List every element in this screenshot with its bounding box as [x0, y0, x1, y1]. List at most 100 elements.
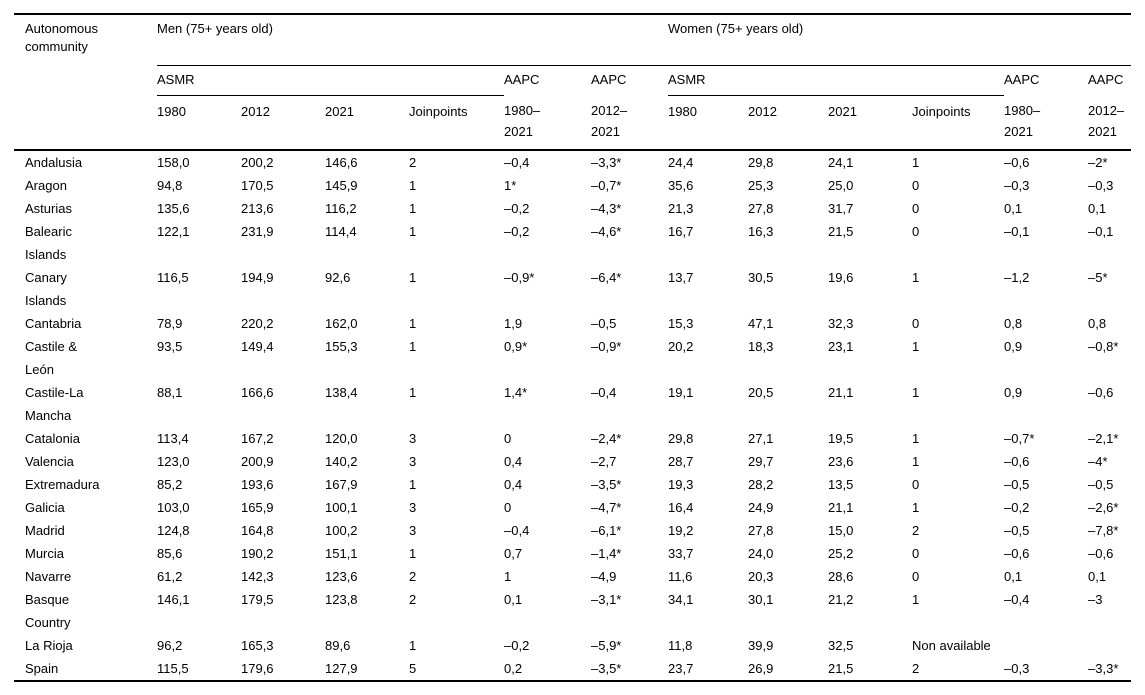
- value-cell: 16,4: [668, 500, 694, 515]
- value-cell: 0: [912, 201, 920, 216]
- value-cell: –2,6*: [1088, 500, 1119, 515]
- community-cell: Asturias: [25, 201, 72, 216]
- value-cell: 165,9: [241, 500, 274, 515]
- value-cell: 0,8: [1088, 316, 1107, 331]
- row-header-autonomous-community: Autonomous community: [14, 14, 157, 151]
- value-cell: 19,3: [668, 477, 694, 492]
- value-cell: 24,1: [828, 155, 854, 170]
- value-cell: 1: [912, 592, 920, 607]
- value-cell: 220,2: [241, 316, 274, 331]
- value-cell: 23,6: [828, 454, 854, 469]
- value-cell: –2*: [1088, 155, 1108, 170]
- value-cell: 24,9: [748, 500, 774, 515]
- table-row: Spain 115,5 179,6 127,9 5 0,2 –3,5* 23,7 26,9 21,…: [14, 657, 1131, 681]
- value-cell: –4,3*: [591, 201, 622, 216]
- men-group-header: Men (75+ years old): [157, 14, 669, 66]
- value-cell: –0,6: [1004, 546, 1030, 561]
- value-cell: 0,9: [1004, 385, 1023, 400]
- value-cell: –0,6: [1088, 385, 1114, 400]
- value-cell: 0: [912, 316, 920, 331]
- value-cell: 94,8: [157, 178, 183, 193]
- table-row: Andalusia 158,0 200,2 146,6 2 –0,4 –3,3* 24,4 29…: [14, 150, 1131, 174]
- value-cell: 11,6: [668, 569, 693, 584]
- value-cell: 0,8: [1004, 316, 1023, 331]
- community-cell: Castile-La Mancha: [25, 385, 84, 423]
- value-cell: –3,5*: [591, 477, 622, 492]
- value-cell: 20,5: [748, 385, 774, 400]
- value-cell: 39,9: [748, 638, 774, 653]
- value-cell: 127,9: [325, 661, 358, 676]
- table-row: Extremadura 85,2 193,6 167,9 1 0,4 –3,5* 19,3 28…: [14, 473, 1131, 496]
- community-cell: Basque Country: [25, 592, 71, 630]
- value-cell: 96,2: [157, 638, 183, 653]
- subheader-row: ASMR AAPC AAPC ASMR AAPC AAPC: [14, 65, 1131, 96]
- value-cell: 2: [409, 569, 417, 584]
- value-cell: –4,9: [591, 569, 617, 584]
- value-cell: –2,4*: [591, 431, 622, 446]
- value-cell: 78,9: [157, 316, 183, 331]
- value-cell: –0,2: [504, 224, 530, 239]
- community-cell: Aragon: [25, 178, 67, 193]
- value-cell: 2: [409, 155, 417, 170]
- value-cell: 16,7: [668, 224, 694, 239]
- value-cell: –0,7*: [1004, 431, 1035, 446]
- value-cell: 30,1: [748, 592, 774, 607]
- value-cell: –6,1*: [591, 523, 622, 538]
- value-cell: 200,2: [241, 155, 274, 170]
- value-cell: 194,9: [241, 270, 274, 285]
- value-cell: 0,7: [504, 546, 523, 561]
- value-cell: 21,1: [828, 385, 854, 400]
- value-cell: 27,8: [748, 201, 774, 216]
- value-cell: 15,3: [668, 316, 694, 331]
- women-asmr-header: ASMR: [668, 65, 1005, 96]
- asmr-aapc-table: Autonomous community Men (75+ years old)…: [14, 13, 1132, 682]
- value-cell: 33,7: [668, 546, 694, 561]
- value-cell: 122,1: [157, 224, 190, 239]
- value-cell: 138,4: [325, 385, 358, 400]
- value-cell: –0,9*: [591, 339, 622, 354]
- community-cell: Balearic Islands: [25, 224, 72, 262]
- value-cell: –0,2: [1004, 500, 1030, 515]
- non-available-cell: Non available: [912, 638, 991, 653]
- value-cell: 193,6: [241, 477, 274, 492]
- value-cell: 170,5: [241, 178, 274, 193]
- value-cell: 28,7: [668, 454, 694, 469]
- value-cell: 19,1: [668, 385, 694, 400]
- table-row: Balearic Islands 122,1 231,9 114,4 1 –0,2 –4,6…: [14, 220, 1131, 266]
- value-cell: –0,4: [504, 155, 530, 170]
- group-header-row: Autonomous community Men (75+ years old)…: [14, 14, 1132, 151]
- value-cell: 29,7: [748, 454, 774, 469]
- value-cell: –3,3*: [1088, 661, 1119, 676]
- value-cell: 149,4: [241, 339, 274, 354]
- value-cell: 213,6: [241, 201, 274, 216]
- value-cell: –4,7*: [591, 500, 622, 515]
- men-col-2021: 2021: [325, 95, 409, 151]
- value-cell: 35,6: [668, 178, 694, 193]
- value-cell: 1: [409, 201, 417, 216]
- women-group-header: Women (75+ years old): [668, 14, 1132, 66]
- value-cell: 26,9: [748, 661, 774, 676]
- value-cell: 142,3: [241, 569, 274, 584]
- value-cell: –0,5: [591, 316, 617, 331]
- value-cell: 28,2: [748, 477, 774, 492]
- women-col-joinpoints: Joinpoints: [912, 95, 1005, 151]
- table-row: Valencia 123,0 200,9 140,2 3 0,4 –2,7 28,7 29,7 2…: [14, 450, 1131, 473]
- value-cell: –4,6*: [591, 224, 622, 239]
- value-cell: 123,6: [325, 569, 358, 584]
- community-cell: Extremadura: [25, 477, 100, 492]
- value-cell: 92,6: [325, 270, 351, 285]
- value-cell: 89,6: [325, 638, 351, 653]
- value-cell: 0,9: [1004, 339, 1023, 354]
- table-row: Aragon 94,8 170,5 145,9 1 1* –0,7* 35,6 25,3 25,0…: [14, 174, 1131, 197]
- value-cell: 25,0: [828, 178, 854, 193]
- value-cell: 0: [504, 431, 512, 446]
- value-cell: 113,4: [157, 431, 189, 446]
- value-cell: –3: [1088, 592, 1103, 607]
- men-col-1980: 1980: [157, 95, 241, 151]
- women-col-1980: 1980: [668, 95, 749, 151]
- value-cell: 190,2: [241, 546, 274, 561]
- community-cell: Cantabria: [25, 316, 82, 331]
- table-row: Cantabria 78,9 220,2 162,0 1 1,9 –0,5 15,3 47,1 3…: [14, 312, 1131, 335]
- value-cell: 21,2: [828, 592, 854, 607]
